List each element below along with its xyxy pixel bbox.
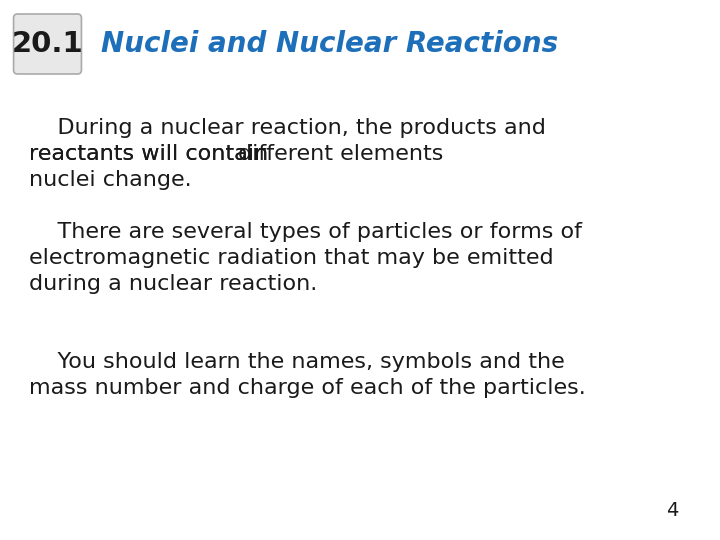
FancyBboxPatch shape (14, 14, 81, 74)
Text: during a nuclear reaction.: during a nuclear reaction. (29, 274, 318, 294)
Text: 4: 4 (666, 501, 679, 520)
Text: different elements: different elements (238, 144, 443, 164)
Text: There are several types of particles or forms of: There are several types of particles or … (29, 222, 582, 242)
Text: During a nuclear reaction, the products and: During a nuclear reaction, the products … (29, 118, 546, 138)
Text: electromagnetic radiation that may be emitted: electromagnetic radiation that may be em… (29, 248, 554, 268)
Text: mass number and charge of each of the particles.: mass number and charge of each of the pa… (29, 378, 586, 398)
Text: reactants will contain different elements as the: reactants will contain different element… (29, 144, 557, 164)
Text: You should learn the names, symbols and the: You should learn the names, symbols and … (29, 352, 564, 372)
Text: nuclei change.: nuclei change. (29, 170, 192, 190)
Text: reactants will contain: reactants will contain (29, 144, 275, 164)
Text: Nuclei and Nuclear Reactions: Nuclei and Nuclear Reactions (101, 30, 558, 58)
Text: 20.1: 20.1 (12, 30, 84, 58)
Text: reactants will contain different elements: reactants will contain different element… (29, 144, 481, 164)
Text: reactants will contain: reactants will contain (29, 144, 275, 164)
